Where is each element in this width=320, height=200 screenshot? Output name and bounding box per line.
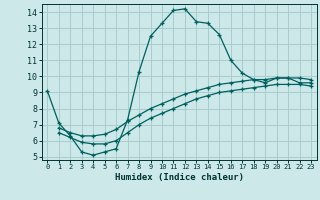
X-axis label: Humidex (Indice chaleur): Humidex (Indice chaleur): [115, 173, 244, 182]
